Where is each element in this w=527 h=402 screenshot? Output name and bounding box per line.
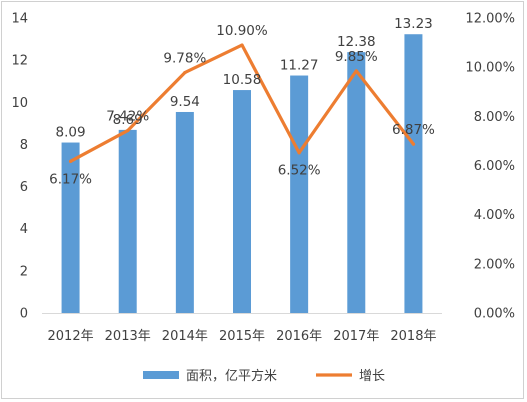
bar-series [61, 34, 423, 314]
bar-value-label: 10.58 [223, 72, 262, 88]
x-tick-label: 2018年 [390, 329, 436, 344]
growth-value-label: 6.17% [49, 171, 92, 187]
legend-line-label: 增长 [359, 369, 385, 384]
line-series [68, 43, 416, 163]
y-left-tick-label: 10 [11, 96, 28, 111]
y-right-tick-label: 2.00% [474, 257, 515, 272]
line-point [240, 43, 244, 47]
y-right-tick-label: 12.00% [465, 12, 515, 27]
y-right-tick-label: 6.00% [474, 159, 515, 174]
line-point [411, 142, 416, 146]
bar [404, 34, 423, 313]
legend: 面积，亿平方米 增长 [143, 368, 385, 384]
y-left-tick-label: 8 [20, 138, 28, 153]
data-labels: 8.09 8.69 9.54 10.58 11.27 12.38 13.23 6.17% 7.4… [49, 16, 435, 187]
y-right-tick-label: 10.00% [465, 61, 515, 76]
bar-value-label: 9.54 [170, 94, 200, 110]
x-tick-label: 2012年 [48, 329, 94, 344]
y-left-tick-label: 2 [20, 264, 28, 279]
x-tick-label: 2015年 [219, 329, 265, 344]
y-right-tick-label: 0.00% [474, 307, 515, 322]
bar [347, 52, 366, 314]
bar [175, 111, 194, 313]
bar-value-label: 8.69 [113, 112, 143, 128]
bar [233, 90, 251, 313]
axis-layer: 0 2 4 6 8 10 12 14 0.00% 2.00% 4.00% 6.00% 8.00% 10.0… [11, 12, 515, 345]
x-tick-label: 2014年 [162, 329, 208, 344]
y-left-tick-label: 14 [11, 12, 28, 27]
line-point [183, 70, 187, 75]
x-tick-label: 2017年 [333, 329, 379, 344]
growth-value-label: 7.42% [106, 109, 149, 125]
y-right-tick-label: 4.00% [474, 208, 515, 223]
line-point [354, 69, 358, 73]
line-point [68, 159, 73, 163]
bar [118, 129, 137, 313]
y-left-tick-label: 6 [20, 180, 28, 195]
line-point [297, 151, 301, 155]
line-point [126, 128, 130, 133]
bar-value-label: 8.09 [56, 125, 86, 141]
legend-bar-swatch [143, 371, 179, 379]
y-right-tick-label: 8.00% [474, 110, 515, 125]
x-tick-label: 2016年 [276, 329, 322, 344]
growth-value-label: 6.52% [278, 163, 321, 179]
bar-value-label: 11.27 [280, 58, 319, 74]
growth-value-label: 9.85% [335, 49, 378, 65]
growth-value-label: 6.87% [392, 122, 435, 138]
y-left-tick-label: 12 [11, 54, 28, 69]
bar [290, 75, 309, 314]
bar [61, 142, 80, 313]
growth-value-label: 9.78% [163, 51, 206, 67]
bar-value-label: 13.23 [394, 16, 433, 32]
legend-bar-label: 面积，亿平方米 [186, 368, 277, 384]
y-left-tick-label: 0 [20, 307, 28, 322]
x-tick-label: 2013年 [105, 329, 151, 344]
growth-value-label: 10.90% [216, 23, 268, 39]
bar-value-label: 12.38 [337, 34, 376, 50]
y-left-tick-label: 4 [20, 222, 28, 237]
